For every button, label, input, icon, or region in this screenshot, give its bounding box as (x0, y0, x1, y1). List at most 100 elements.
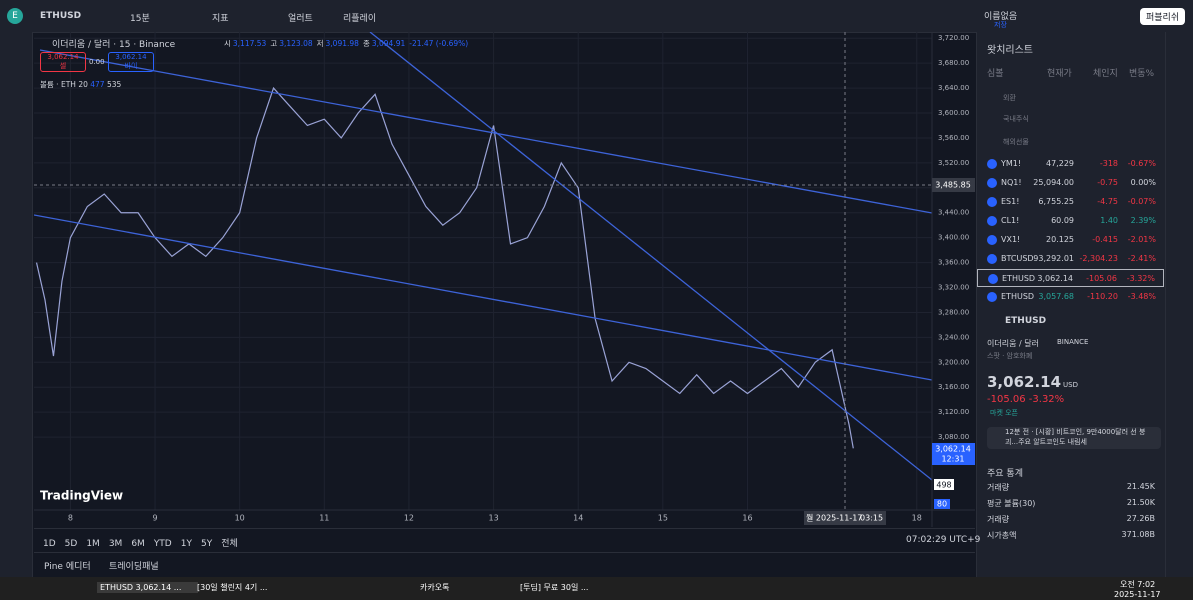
watchlist-row[interactable]: ETHUSD 3,062.14 -105.06 -3.32% (977, 269, 1164, 287)
right-iconbar (1165, 32, 1193, 577)
x-tick-label: 11 (319, 514, 329, 523)
range-bar: 1D 5D 1M 3M 6M YTD 1Y 5Y 전체 (34, 528, 975, 551)
row-icon (987, 197, 997, 207)
publish-button[interactable]: 퍼블리쉬 (1140, 8, 1186, 25)
volume-value: 535 (106, 80, 122, 89)
interval[interactable]: 15분 (130, 14, 150, 24)
crosshair-date-box (804, 511, 886, 525)
news-card[interactable]: 12분 전 · [시황] 비트코인, 9만4000달러 선 붕괴...주요 알트… (987, 427, 1161, 449)
watchlist-row[interactable]: VX1! 20.125 -0.415 -2.01% (977, 231, 1164, 249)
row-change: -0.75 (1097, 178, 1118, 187)
row-change-pct: -0.67% (1127, 159, 1156, 168)
task-date: 2025-11-17 (1114, 590, 1161, 599)
replay[interactable]: 리플레이 (343, 14, 377, 24)
x-tick-label: 13 (488, 514, 498, 523)
watchlist-row[interactable]: YM1! 47,229 -318 -0.67% (977, 155, 1164, 173)
row-icon (987, 159, 997, 169)
taskbar-app[interactable]: ETHUSD 3,062.14 ... (97, 582, 198, 593)
watchlist-row[interactable]: ES1! 6,755.25 -4.75 -0.07% (977, 193, 1164, 211)
top-toolbar (0, 0, 1193, 33)
group-header[interactable]: 국내주식 (1003, 115, 1029, 123)
panel-tab[interactable]: 트레이딩패널 (109, 562, 159, 572)
panel-tab[interactable]: Pine 에디터 (44, 562, 91, 572)
row-change: -110.20 (1087, 292, 1118, 301)
taskbar: ETHUSD 3,062.14 ... [30일 챌린지 4기 ... 카카오톡 [투… (0, 577, 1193, 600)
taskbar-app[interactable]: 카카오톡 (420, 583, 450, 592)
group-header[interactable]: 해외선물 (1003, 138, 1029, 146)
watchlist-row[interactable]: CL1! 60.09 1.40 2.39% (977, 212, 1164, 230)
symbol-search[interactable]: ETHUSD (40, 11, 82, 21)
row-icon (987, 235, 997, 245)
row-symbol: YM1! (1001, 159, 1022, 168)
details-change: -105.06 -3.32% (987, 394, 1064, 405)
watchlist-title[interactable]: 왓치리스트 (987, 45, 1033, 56)
row-change-pct: 2.39% (1130, 216, 1156, 225)
market-status: 마켓 오픈 (990, 409, 1018, 417)
save-state: 저장 (994, 21, 1007, 29)
countdown: 12:31 (941, 455, 964, 464)
row-price: 25,094.00 (1033, 178, 1074, 187)
stat-row: 평균 볼륨(30) 21.50K (987, 498, 1155, 514)
range-button[interactable]: 1M (86, 539, 100, 549)
crosshair-time: 03:15 (860, 514, 883, 523)
ohlc-value: 3,117.53 (232, 39, 267, 48)
avatar[interactable]: E (7, 8, 23, 24)
x-tick-label: 10 (235, 514, 245, 523)
row-price: 3,057.68 (1038, 292, 1074, 301)
details-kind: 스팟 · 암호화폐 (987, 352, 1033, 360)
taskbar-app[interactable]: [30일 챌린지 4기 ... (197, 583, 268, 592)
range-button[interactable]: 1D (43, 539, 56, 549)
last-price-box (932, 443, 975, 465)
change: -105.06 (987, 394, 1026, 405)
y-tick-label: 3,320.00 (938, 284, 969, 292)
last-price: 3,062.14 (935, 445, 971, 454)
watchlist: 심볼 현재가 체인지 변동% 외환 국내주식 해외선물 YM1! 47,229 -318 -0.67… (977, 60, 1164, 302)
stats: 거래량 21.45K 평균 볼륨(30) 21.50K 거래량 27.26B 시가총액 371… (987, 482, 1155, 546)
layout-name[interactable]: 이름없음 (984, 12, 1018, 22)
buy-price: 3,062.14 (115, 53, 147, 61)
ohlc-change: -21.47 (-0.69%) (409, 39, 469, 48)
range-button[interactable]: YTD (153, 539, 172, 549)
watermark: TradingView (40, 489, 123, 503)
range-button[interactable]: 5Y (200, 539, 213, 549)
volume-legend: 볼륨 · ETH 20 477 535 (40, 79, 121, 90)
legend-ohlc: 시 3,117.53 고 3,123.08 저 3,091.98 종 3,094.91 -21.… (220, 38, 468, 49)
watchlist-row[interactable]: BTCUSD 93,292.01 -2,304.23 -2.41% (977, 250, 1164, 268)
stat-label: 시가총액 (987, 531, 1017, 540)
row-price: 20.125 (1046, 235, 1074, 244)
taskbar-app[interactable]: [투딤] 무료 30일 ... (520, 583, 589, 592)
group-header[interactable]: 외환 (1003, 94, 1016, 102)
watchlist-row[interactable]: ETHUSD 3,057.68 -110.20 -3.48% (977, 288, 1164, 306)
row-symbol: BTCUSD (1001, 254, 1034, 263)
ohlc-key: 저 (316, 39, 324, 48)
buy-box[interactable]: 3,062.14 바이 (108, 52, 154, 72)
details-price: 3,062.14 (987, 373, 1062, 391)
range-button[interactable]: 3M (108, 539, 123, 549)
y-tick-label: 3,560.00 (938, 134, 969, 142)
volume-tag: 80 (937, 500, 947, 509)
sell-box[interactable]: 3,062.14 셀 (40, 52, 86, 72)
y-tick-label: 3,280.00 (938, 308, 969, 316)
range-button[interactable]: 5D (64, 539, 78, 549)
trend-line (39, 49, 933, 214)
range-button[interactable]: 6M (131, 539, 145, 549)
row-symbol: ETHUSD (1002, 274, 1036, 283)
watchlist-row[interactable]: NQ1! 25,094.00 -0.75 0.00% (977, 174, 1164, 192)
range-button[interactable]: 1Y (180, 539, 192, 549)
crosshair-price: 3,485.85 (935, 181, 971, 190)
details-currency: USD (1063, 381, 1078, 389)
volume-tag: 498 (936, 481, 951, 490)
range-button[interactable]: 전체 (221, 539, 238, 549)
row-symbol: ETHUSD (1001, 292, 1035, 301)
indicators[interactable]: 지표 (212, 14, 229, 24)
row-price: 6,755.25 (1038, 197, 1074, 206)
right-panel (976, 32, 1165, 577)
alerts[interactable]: 얼러트 (288, 14, 313, 24)
y-tick-label: 3,440.00 (938, 209, 969, 217)
buy-label: 바이 (124, 62, 138, 70)
ohlc-key: 고 (270, 39, 278, 48)
ohlc-value: 3,123.08 (279, 39, 313, 48)
clock: 07:02:29 UTC+9 (906, 535, 981, 545)
row-symbol: VX1! (1001, 235, 1021, 244)
row-change: -105.06 (1086, 274, 1117, 283)
